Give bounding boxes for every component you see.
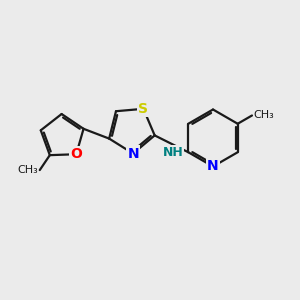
- Text: N: N: [127, 146, 139, 161]
- Text: O: O: [70, 147, 82, 161]
- Text: NH: NH: [163, 146, 183, 159]
- Text: N: N: [207, 160, 219, 173]
- Text: S: S: [138, 102, 148, 116]
- Text: CH₃: CH₃: [17, 165, 38, 175]
- Text: CH₃: CH₃: [254, 110, 274, 121]
